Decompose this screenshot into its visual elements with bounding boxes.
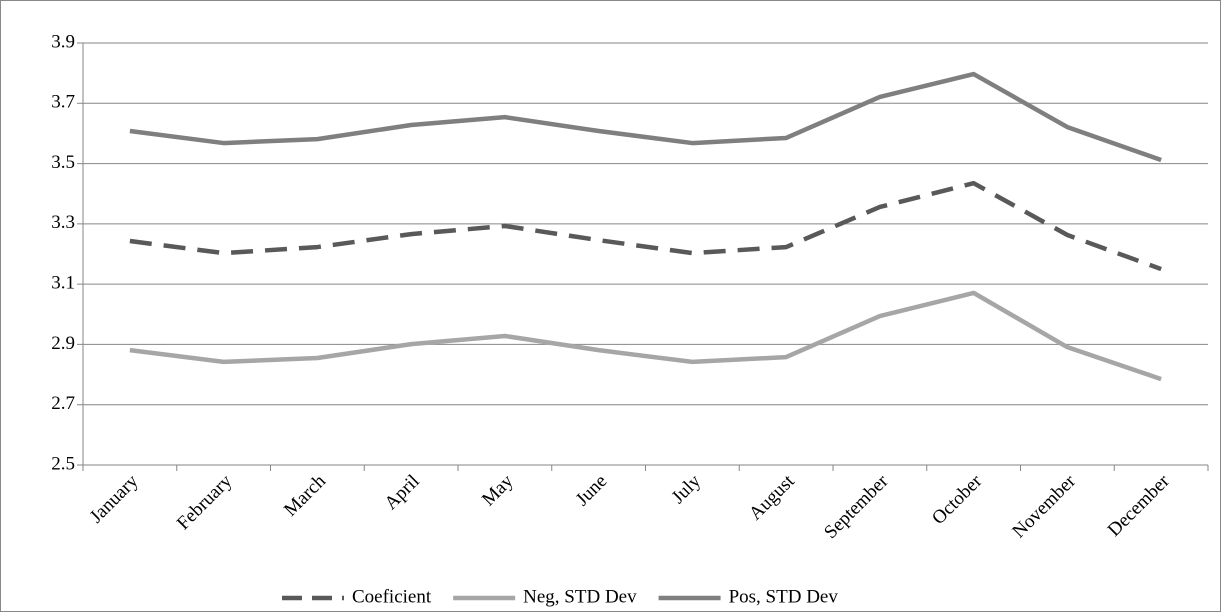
y-tick-label: 3.3 [51, 212, 75, 233]
legend: Coeficient Neg, STD Dev Pos, STD Dev [282, 586, 838, 607]
legend-label: Neg, STD Dev [523, 586, 637, 607]
y-tick-label: 3.7 [51, 92, 75, 113]
series-line [129, 180, 1162, 272]
y-tick-label: 2.9 [51, 333, 75, 354]
y-tick-label: 3.5 [51, 152, 75, 173]
y-tick-label: 2.5 [51, 453, 75, 474]
legend-label: Coeficient [352, 586, 432, 607]
series-line [129, 290, 1162, 382]
y-tick-label: 3.9 [51, 31, 75, 52]
y-tick-label: 3.1 [51, 273, 75, 294]
legend-label: Pos, STD Dev [729, 586, 839, 607]
y-tick-label: 2.7 [51, 393, 75, 414]
series-line [129, 71, 1162, 163]
